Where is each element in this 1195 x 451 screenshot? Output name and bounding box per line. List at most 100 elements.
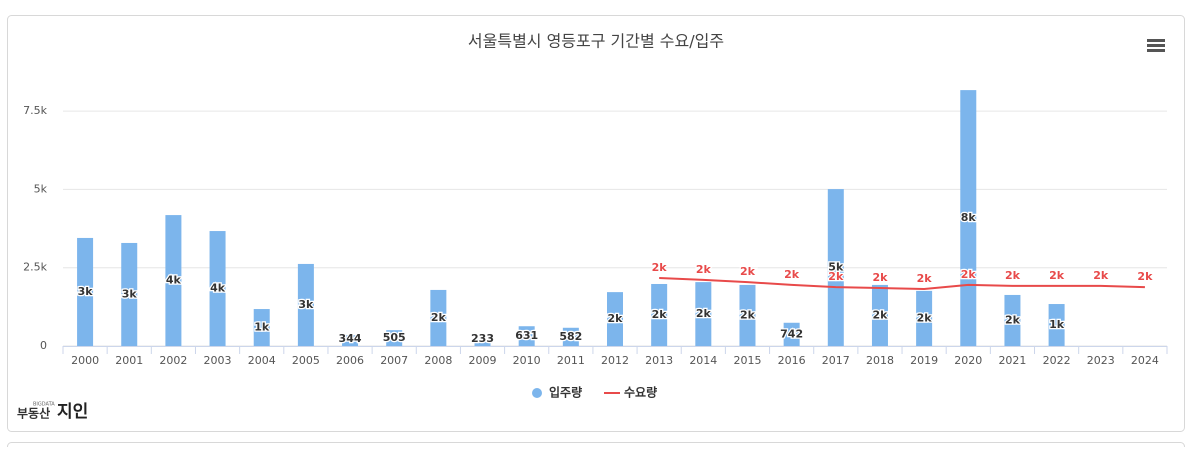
- data-label: 2k: [961, 268, 977, 281]
- bar: [474, 338, 491, 346]
- data-label: 2k: [828, 270, 844, 283]
- x-tick-label: 2002: [159, 354, 187, 367]
- data-label: 2k: [740, 265, 756, 278]
- x-tick-label: 2015: [733, 354, 761, 367]
- menu-bar: [1147, 49, 1165, 52]
- data-label: 4k: [166, 274, 182, 287]
- x-tick-label: 2009: [469, 354, 497, 367]
- data-label: 2k: [872, 308, 888, 321]
- data-label: 582: [559, 330, 582, 343]
- y-tick-label: 2.5k: [23, 261, 47, 274]
- bar: [77, 237, 94, 346]
- bar: [783, 322, 800, 346]
- menu-button[interactable]: [1147, 39, 1165, 52]
- x-tick-label: 2022: [1043, 354, 1071, 367]
- data-label: 233: [471, 332, 494, 345]
- bar: [695, 282, 712, 346]
- data-label: 505: [383, 331, 406, 344]
- data-label: 2k: [696, 263, 712, 276]
- menu-bar: [1147, 44, 1165, 47]
- bar: [960, 90, 977, 346]
- data-label: 2k: [917, 272, 933, 285]
- legend-marker: [532, 388, 542, 398]
- x-tick-label: 2017: [822, 354, 850, 367]
- data-label: 4k: [210, 282, 226, 295]
- bar: [651, 283, 668, 346]
- x-tick-label: 2013: [645, 354, 673, 367]
- bar: [342, 335, 359, 346]
- data-label: 3k: [78, 285, 94, 298]
- data-label: 631: [515, 329, 538, 342]
- x-tick-label: 2001: [115, 354, 143, 367]
- card: [7, 15, 1185, 432]
- data-label: 3k: [122, 287, 138, 300]
- chart-title: 서울특별시 영등포구 기간별 수요/입주: [468, 32, 724, 51]
- x-tick-label: 2008: [424, 354, 452, 367]
- x-tick-label: 2006: [336, 354, 364, 367]
- data-label: 3k: [298, 298, 314, 311]
- x-tick-label: 2012: [601, 354, 629, 367]
- data-label: 2k: [1005, 313, 1021, 326]
- logo-accent: 지인: [57, 402, 88, 422]
- x-tick-label: 2005: [292, 354, 320, 367]
- bar: [165, 215, 182, 346]
- legend-label: 입주량: [549, 386, 582, 400]
- logo-main: 부동산: [17, 406, 50, 421]
- x-tick-label: 2020: [954, 354, 982, 367]
- x-tick-label: 2007: [380, 354, 408, 367]
- x-tick-label: 2014: [689, 354, 717, 367]
- data-label: 1k: [1049, 318, 1065, 331]
- x-tick-label: 2016: [778, 354, 806, 367]
- bar: [297, 263, 314, 346]
- data-label: 5k: [828, 261, 844, 274]
- data-label: 2k: [696, 307, 712, 320]
- data-label: 8k: [961, 211, 977, 224]
- data-label: 742: [780, 327, 803, 340]
- data-label: 2k: [652, 308, 668, 321]
- x-tick-label: 2023: [1087, 354, 1115, 367]
- x-tick-label: 2010: [513, 354, 541, 367]
- bar: [209, 231, 226, 346]
- x-tick-label: 2011: [557, 354, 585, 367]
- data-label: 2k: [608, 312, 624, 325]
- data-label: 2k: [917, 311, 933, 324]
- logo-small: BIGDATA: [33, 402, 55, 408]
- data-label: 2k: [740, 308, 756, 321]
- x-tick-label: 2018: [866, 354, 894, 367]
- bar: [518, 326, 535, 346]
- x-tick-label: 2003: [204, 354, 232, 367]
- y-tick-label: 7.5k: [23, 104, 47, 117]
- x-tick-label: 2024: [1131, 354, 1159, 367]
- next-card: [7, 442, 1185, 451]
- data-label: 2k: [652, 261, 668, 274]
- data-label: 344: [339, 332, 362, 345]
- data-label: 2k: [1049, 269, 1065, 282]
- bar: [121, 242, 138, 346]
- data-label: 1k: [254, 321, 270, 334]
- bar: [386, 330, 403, 346]
- data-label: 2k: [784, 268, 800, 281]
- y-tick-label: 5k: [34, 182, 48, 195]
- bar: [253, 309, 270, 346]
- bar: [871, 284, 888, 346]
- bar: [1004, 294, 1021, 346]
- data-label: 2k: [431, 311, 447, 324]
- data-label: 2k: [872, 271, 888, 284]
- legend-label: 수요량: [624, 386, 657, 400]
- line: [659, 277, 1145, 290]
- x-tick-label: 2000: [71, 354, 99, 367]
- x-tick-label: 2019: [910, 354, 938, 367]
- x-tick-label: 2021: [998, 354, 1026, 367]
- bar: [827, 189, 844, 346]
- data-label: 2k: [1005, 269, 1021, 282]
- data-label: 2k: [1093, 269, 1109, 282]
- x-tick-label: 2004: [248, 354, 276, 367]
- bar: [562, 327, 579, 346]
- y-tick-label: 0: [40, 339, 47, 352]
- menu-bar: [1147, 39, 1165, 42]
- bar: [607, 292, 623, 346]
- bar: [430, 289, 447, 346]
- bar: [1048, 304, 1065, 346]
- bar: [916, 290, 933, 346]
